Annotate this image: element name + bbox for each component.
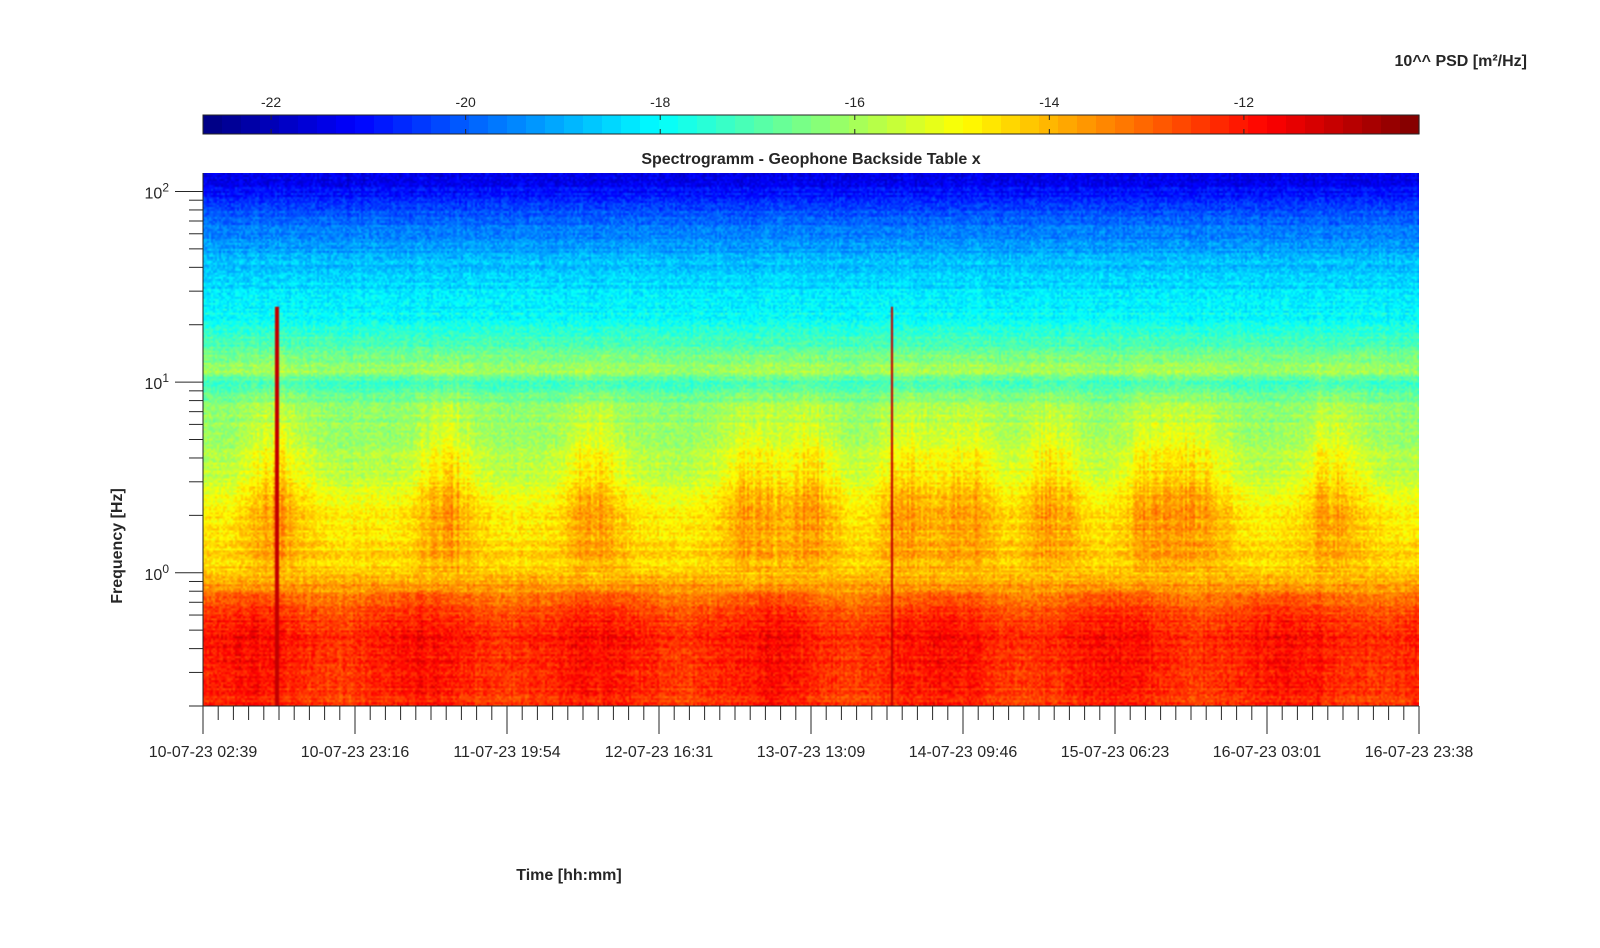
y-tick-base: 10 (145, 376, 163, 393)
colorbar-label: 10^^ PSD [m²/Hz] (1395, 53, 1527, 70)
colorbar-cell (488, 115, 508, 134)
colorbar-cell (564, 115, 584, 134)
x-tick-label: 16-07-23 23:38 (1365, 744, 1474, 761)
colorbar-cell (1267, 115, 1287, 134)
colorbar: -22 -20 -18 -16 -14 -12 (202, 94, 1420, 135)
colorbar-cell (906, 115, 926, 134)
colorbar-cell (716, 115, 736, 134)
colorbar-cell (222, 115, 242, 134)
y-tick-base: 10 (145, 185, 163, 202)
colorbar-cell (1248, 115, 1268, 134)
colorbar-cell (602, 115, 622, 134)
colorbar-cell (1020, 115, 1040, 134)
colorbar-cell (583, 115, 603, 134)
colorbar-cell (412, 115, 432, 134)
colorbar-cell (317, 115, 337, 134)
x-tick-label: 14-07-23 09:46 (909, 744, 1018, 761)
colorbar-cell (1153, 115, 1173, 134)
colorbar-cell (735, 115, 755, 134)
colorbar-tick-label: -20 (456, 94, 476, 110)
colorbar-cell (241, 115, 261, 134)
colorbar-cell (830, 115, 850, 134)
y-tick-exponent: 1 (162, 371, 169, 385)
colorbar-cell (640, 115, 660, 134)
colorbar-cell (1362, 115, 1382, 134)
x-tick-label: 16-07-23 03:01 (1213, 744, 1322, 761)
colorbar-cell (336, 115, 356, 134)
x-tick-label: 11-07-23 19:54 (453, 744, 560, 761)
x-axis-label: Time [hh:mm] (516, 867, 621, 884)
colorbar-tick-label: -12 (1234, 94, 1254, 110)
colorbar-cell (849, 115, 869, 134)
y-tick-label: 101 (145, 371, 170, 393)
colorbar-frame (202, 114, 1420, 135)
colorbar-cell (298, 115, 318, 134)
colorbar-tick-label: -22 (261, 94, 281, 110)
y-tick-label: 100 (145, 562, 170, 584)
colorbar-tick-label: -18 (650, 94, 670, 110)
colorbar-cell (963, 115, 983, 134)
colorbar-cell (1210, 115, 1230, 134)
colorbar-cell (545, 115, 565, 134)
colorbar-cell (450, 115, 470, 134)
colorbar-cell (621, 115, 641, 134)
colorbar-cell (1381, 115, 1401, 134)
colorbar-cell (1229, 115, 1249, 134)
colorbar-cell (260, 115, 280, 134)
colorbar-cell (469, 115, 489, 134)
y-tick-exponent: 2 (162, 180, 169, 194)
colorbar-cell (1096, 115, 1116, 134)
colorbar-cell (507, 115, 527, 134)
colorbar-cell (1400, 115, 1420, 134)
colorbar-cell (944, 115, 964, 134)
colorbar-cell (279, 115, 299, 134)
colorbar-cell (982, 115, 1002, 134)
colorbar-cell (1286, 115, 1306, 134)
colorbar-cell (1305, 115, 1325, 134)
colorbar-cell (431, 115, 451, 134)
colorbar-tick-label: -16 (845, 94, 865, 110)
x-tick-label: 13-07-23 13:09 (757, 744, 866, 761)
colorbar-cell (1134, 115, 1154, 134)
x-tick-label: 12-07-23 16:31 (605, 744, 714, 761)
colorbar-cell (792, 115, 812, 134)
colorbar-cell (1115, 115, 1135, 134)
colorbar-cell (374, 115, 394, 134)
colorbar-cell (811, 115, 831, 134)
colorbar-cell (1077, 115, 1097, 134)
colorbar-cell (754, 115, 774, 134)
colorbar-cell (925, 115, 945, 134)
colorbar-cell (773, 115, 793, 134)
x-tick-label: 10-07-23 23:16 (301, 744, 410, 761)
colorbar-cell (1001, 115, 1021, 134)
x-tick-label: 10-07-23 02:39 (149, 744, 258, 761)
colorbar-cell (1172, 115, 1192, 134)
y-axis-label: Frequency [Hz] (109, 488, 126, 604)
x-axis: 10-07-23 02:39 10-07-23 23:16 11-07-23 19:… (149, 705, 1474, 761)
colorbar-cell (697, 115, 717, 134)
y-tick-label: 102 (145, 180, 170, 202)
colorbar-cell (526, 115, 546, 134)
colorbar-cell (868, 115, 888, 134)
colorbar-cell (1343, 115, 1363, 134)
colorbar-cell (1324, 115, 1344, 134)
colorbar-cell (659, 115, 679, 134)
y-tick-exponent: 0 (162, 562, 169, 576)
x-tick-label: 15-07-23 06:23 (1061, 744, 1170, 761)
colorbar-cell (887, 115, 907, 134)
spectrogram-heatmap (203, 173, 1419, 706)
y-tick-base: 10 (145, 567, 163, 584)
plot-area (203, 173, 1419, 706)
colorbar-tick-label: -14 (1039, 94, 1059, 110)
chart-title: Spectrogramm - Geophone Backside Table x (641, 151, 980, 168)
colorbar-cell (393, 115, 413, 134)
colorbar-cell (203, 115, 223, 134)
colorbar-cell (1191, 115, 1211, 134)
colorbar-cell (1058, 115, 1078, 134)
colorbar-cell (678, 115, 698, 134)
colorbar-cell (1039, 115, 1059, 134)
colorbar-cell (355, 115, 375, 134)
